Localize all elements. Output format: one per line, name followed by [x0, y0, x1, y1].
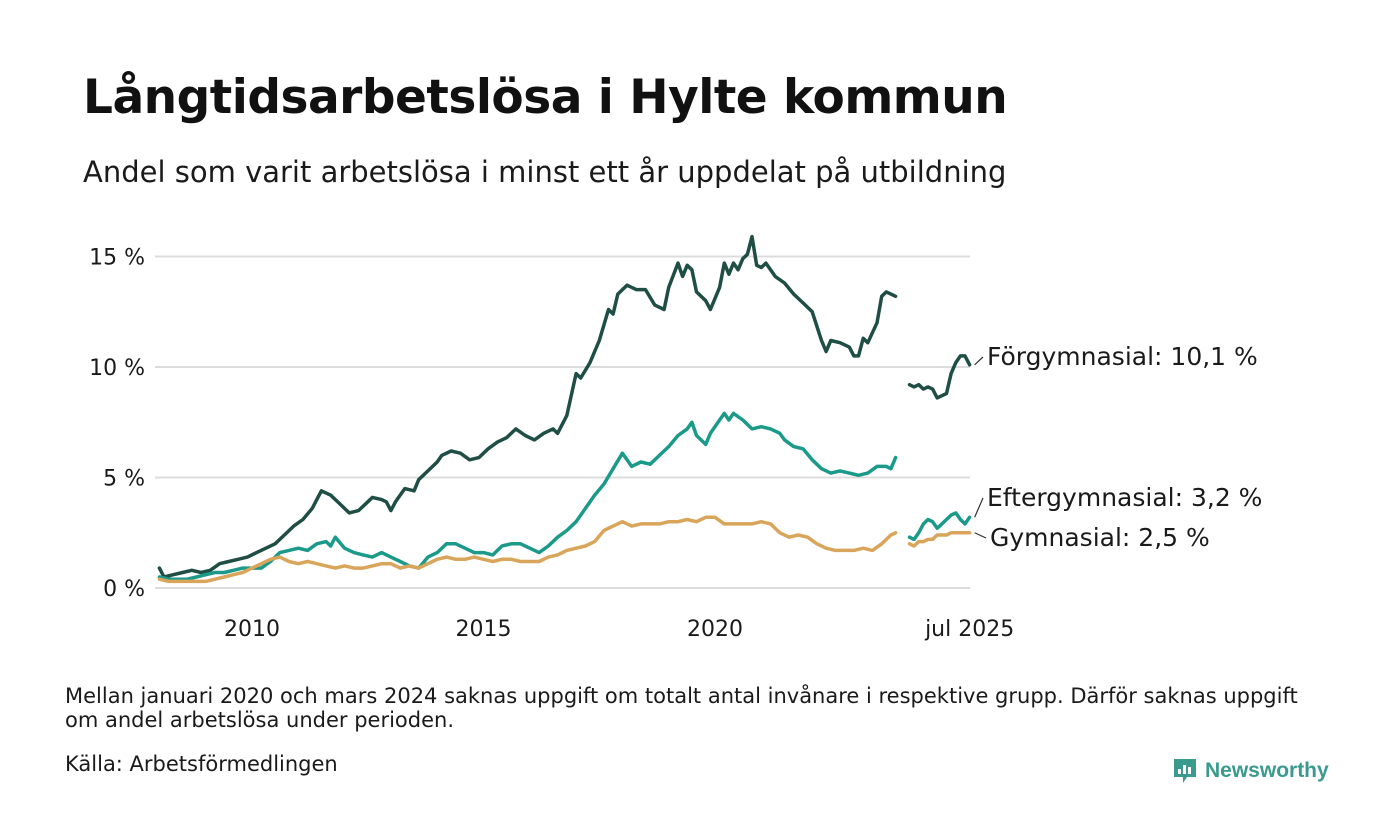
series-line-gymnasial	[157, 515, 898, 584]
y-tick-label: 0 %	[103, 577, 145, 602]
series-end-label: Förgymnasial: 10,1 %	[987, 342, 1258, 371]
series-line-förgymnasial	[157, 234, 898, 579]
y-tick-label: 15 %	[89, 246, 145, 271]
series-line-eftergymnasial	[907, 511, 972, 542]
x-tick-label: 2010	[224, 617, 280, 642]
x-tick-label: 2020	[687, 617, 743, 642]
series-line-förgymnasial	[907, 354, 972, 400]
chart-title: Långtidsarbetslösa i Hylte kommun	[83, 70, 1008, 125]
label-connector	[974, 497, 984, 518]
x-tick-label: jul 2025	[924, 617, 1014, 642]
series-line-gymnasial	[907, 531, 972, 548]
series-lines	[157, 234, 972, 584]
y-tick-label: 5 %	[103, 467, 145, 492]
newsworthy-logo-icon	[1174, 759, 1196, 783]
chart-subtitle: Andel som varit arbetslösa i minst ett å…	[83, 155, 1007, 189]
y-tick-label: 10 %	[89, 356, 145, 381]
series-line-eftergymnasial	[157, 411, 898, 581]
series-end-label: Eftergymnasial: 3,2 %	[987, 483, 1262, 512]
x-axis-ticks: 2010 2015 2020 jul 2025	[224, 617, 1014, 642]
x-tick-label: 2015	[456, 617, 512, 642]
source-text: Källa: Arbetsförmedlingen	[65, 752, 338, 776]
footnote: Mellan januari 2020 och mars 2024 saknas…	[65, 684, 1298, 732]
series-end-labels: Förgymnasial: 10,1 % Eftergymnasial: 3,2 …	[974, 342, 1262, 552]
newsworthy-logo[interactable]: Newsworthy	[1172, 757, 1329, 785]
label-connector	[974, 356, 984, 366]
label-connector	[974, 532, 987, 539]
y-axis-ticks: 0 % 5 % 10 % 15 %	[89, 246, 145, 603]
series-end-label: Gymnasial: 2,5 %	[990, 523, 1210, 552]
gridlines	[155, 255, 970, 589]
logo-text: Newsworthy	[1205, 759, 1329, 782]
